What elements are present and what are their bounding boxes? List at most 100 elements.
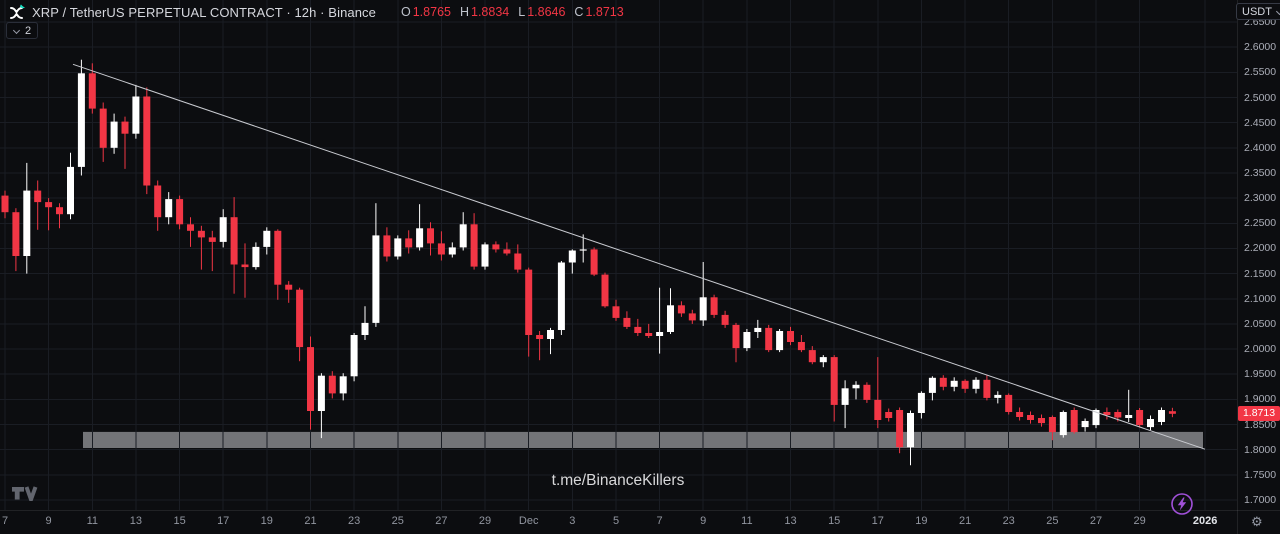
price-axis[interactable]: 2.6500 2.6000 2.5500 2.5000 2.4500 2.4000 2.35… [1238, 0, 1280, 510]
tradingview-logo[interactable] [10, 485, 40, 501]
time-axis-label: 29 [1133, 515, 1146, 527]
candle-up [219, 217, 227, 242]
price-axis-label: 2.4000 [1244, 141, 1277, 154]
time-axis-label: 15 [828, 515, 841, 527]
candle-down [427, 228, 434, 244]
candle-up [907, 413, 914, 448]
candle-down [721, 314, 729, 325]
candle-up [372, 235, 380, 323]
candle-down [437, 243, 445, 255]
candle-down [154, 185, 162, 218]
candle-down [1, 195, 9, 213]
candle-down [787, 331, 794, 342]
candle-down [230, 217, 238, 265]
time-axis-label: 17 [871, 515, 884, 527]
candle-down [677, 305, 685, 314]
candle-down [885, 412, 893, 418]
candle-up [579, 249, 587, 251]
candle-down [1038, 418, 1045, 424]
gear-icon[interactable]: ⚙ [1251, 514, 1263, 529]
candle-up [1125, 415, 1133, 418]
candle-up [416, 228, 424, 248]
candle-down [612, 306, 620, 318]
price-axis-label: 2.5500 [1244, 66, 1277, 79]
close-value: 1.8713 [585, 5, 624, 19]
price-axis-label: 2.2000 [1244, 242, 1277, 255]
candle-up [950, 380, 958, 387]
ohlc-readout: O 1.8765 H 1.8834 L 1.8646 C 1.8713 [392, 5, 624, 19]
symbol-title[interactable]: XRP / TetherUS PERPETUAL CONTRACT · 12h … [32, 4, 376, 20]
candle-up [972, 379, 980, 389]
candle-down [405, 238, 413, 248]
candle-down [645, 333, 653, 336]
candle-down [961, 380, 969, 389]
candle-up [448, 247, 456, 255]
price-axis-label: 1.9500 [1244, 368, 1277, 381]
candle-down [1048, 417, 1056, 433]
candle-down [328, 375, 336, 394]
candle-down [1070, 410, 1078, 433]
descending-trendline-drawing[interactable] [72, 63, 1206, 450]
candle-up [1059, 412, 1067, 436]
candle-up [263, 230, 271, 247]
low-label: L [518, 5, 526, 19]
price-axis-label: 2.0000 [1244, 343, 1277, 356]
collapse-chip-count: 2 [25, 24, 32, 37]
time-axis[interactable]: 7 9 11 13 15 17 19 21 23 25 27 29 Dec 3 5 7 9 11 13 15 17 19 2… [0, 510, 1238, 534]
time-axis-label: 13 [129, 515, 143, 527]
candle-up [317, 375, 325, 411]
currency-unit-button[interactable]: USDT [1236, 3, 1280, 20]
candle-down [623, 317, 631, 327]
support-zone-drawing[interactable] [83, 431, 1203, 448]
time-axis-label: 11 [741, 515, 753, 527]
price-axis-label: 1.7500 [1244, 468, 1277, 481]
candle-down [732, 324, 740, 349]
time-axis-label: 3 [569, 515, 576, 527]
high-label: H [459, 5, 469, 19]
candle-up [917, 392, 925, 413]
candle-down [208, 237, 216, 242]
price-axis-label: 1.9000 [1244, 393, 1277, 406]
time-axis-label: 19 [915, 515, 928, 527]
candle-up [1158, 410, 1165, 422]
candle-down [197, 230, 205, 238]
price-axis-label: 1.8500 [1244, 418, 1277, 431]
price-axis-label: 1.7000 [1244, 494, 1277, 506]
time-axis-label: 17 [217, 515, 230, 527]
time-axis-label: 7 [1, 515, 9, 527]
price-axis-label: 2.6000 [1244, 41, 1277, 54]
candle-down [12, 212, 20, 256]
candle-down [470, 224, 478, 267]
candle-down [601, 274, 609, 307]
candle-down [634, 326, 642, 333]
price-axis-label: 1.8000 [1244, 443, 1277, 456]
candle-down [88, 73, 96, 109]
candle-up [394, 238, 402, 257]
candle-down [296, 289, 304, 348]
candle-down [536, 335, 544, 339]
candle-up [350, 335, 358, 377]
currency-unit-label: USDT [1242, 5, 1272, 18]
chevron-down-icon [13, 27, 21, 35]
candle-down [99, 108, 107, 148]
candle-down [1016, 412, 1024, 417]
candle-up [667, 305, 674, 332]
candle-up [77, 73, 85, 167]
candle-up [252, 246, 260, 268]
lightning-icon[interactable] [1169, 491, 1195, 517]
time-axis-label: Dec [518, 515, 539, 527]
candle-down [285, 284, 293, 290]
candle-down [765, 327, 773, 351]
object-tree-collapse-chip[interactable]: 2 [6, 22, 39, 39]
candle-down [1005, 394, 1013, 412]
candle-up [699, 297, 707, 321]
candle-down [307, 347, 314, 411]
time-axis-label: 11 [86, 515, 98, 527]
time-axis-label: 25 [1046, 515, 1059, 527]
candle-down [1168, 411, 1176, 414]
price-axis-label: 2.3500 [1244, 167, 1277, 179]
time-axis-label: 9 [700, 515, 707, 527]
